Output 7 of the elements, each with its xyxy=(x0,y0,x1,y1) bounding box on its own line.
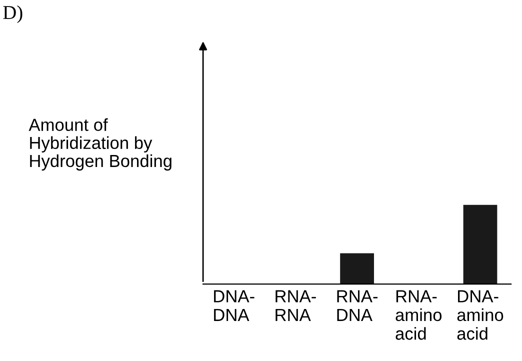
y-axis-title: Amount of Hybridization by Hydrogen Bonding xyxy=(28,118,172,171)
x-tick-label: RNA- DNA xyxy=(337,290,378,321)
text: D) xyxy=(3,5,22,24)
x-tick-label: RNA- RNA xyxy=(276,290,316,321)
x-tick-label: RNA- amino acid xyxy=(396,290,442,340)
x-tick-label: DNA- DNA xyxy=(214,290,254,321)
x-tick-label: DNA- amino acid xyxy=(457,290,504,340)
